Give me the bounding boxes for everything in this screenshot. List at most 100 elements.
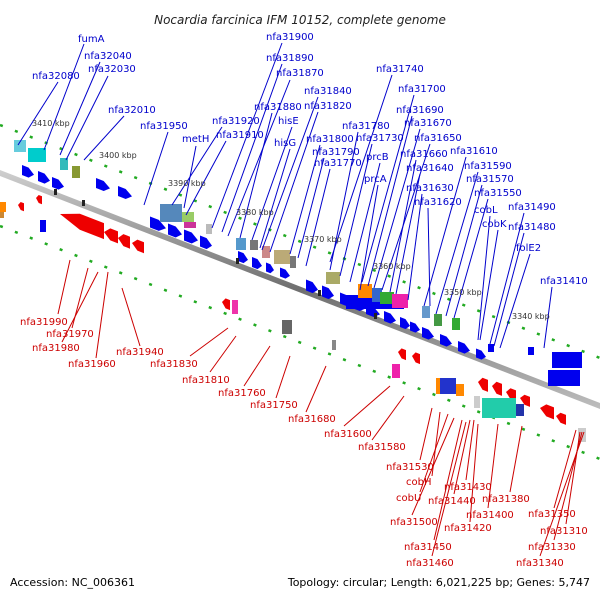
annotation-block: [422, 306, 430, 318]
topology-text: Topology: circular; Length: 6,021,225 bp…: [287, 576, 590, 589]
label-connector: [543, 286, 553, 349]
gene-label: cobL: [474, 205, 498, 216]
gene-label: nfa32040: [84, 51, 132, 62]
reverse-gene-arrow: [118, 234, 130, 249]
gene-label: nfa31740: [376, 64, 424, 75]
annotation-block: [250, 240, 258, 250]
gene-label: nfa31770: [314, 158, 362, 169]
forward-gene-arrow: [422, 327, 434, 340]
label-connector: [427, 207, 431, 307]
gene-label: nfa31830: [150, 359, 198, 370]
annotation-block: [274, 250, 290, 264]
label-connector: [553, 429, 577, 509]
label-connector: [305, 168, 331, 267]
label-connector: [227, 79, 291, 237]
label-connector: [361, 94, 415, 283]
forward-gene-arrow: [410, 321, 420, 333]
annotation-block: [516, 404, 524, 416]
label-connector: [59, 61, 101, 156]
label-connector: [251, 126, 293, 241]
forward-gene-arrow: [118, 186, 132, 199]
label-connector: [297, 157, 325, 259]
tick-label: 3350 kbp: [444, 288, 482, 297]
annotation-block: [14, 140, 26, 152]
label-connector: [171, 126, 223, 206]
label-connector: [259, 148, 291, 249]
label-connector: [411, 417, 455, 516]
gene-label: prcB: [366, 152, 389, 163]
gene-label: nfa31630: [406, 183, 454, 194]
gene-label: hisE: [278, 116, 299, 127]
label-connector: [479, 229, 499, 341]
gene-label: nfa31730: [356, 133, 404, 144]
gene-label: metH: [182, 134, 209, 145]
annotation-block: [482, 398, 516, 418]
guide-track: [0, 123, 600, 360]
reverse-gene-arrow: [104, 228, 118, 244]
label-connector: [539, 431, 585, 557]
forward-gene-arrow: [96, 178, 110, 191]
gene-label: nfa31910: [216, 130, 264, 141]
gene-label: nfa31480: [508, 222, 556, 233]
forward-gene-block: [528, 347, 534, 355]
label-connector: [371, 395, 405, 441]
label-connector: [143, 131, 169, 206]
gene-label: nfa31690: [396, 105, 444, 116]
reverse-gene-arrow: [60, 213, 104, 240]
annotation-block: [0, 212, 4, 218]
label-connector: [433, 419, 463, 541]
forward-gene-block: [488, 344, 494, 352]
reverse-gene-arrow: [412, 352, 420, 365]
annotation-block: [182, 212, 194, 222]
forward-gene-arrow: [476, 348, 486, 360]
gene-label: nfa31440: [428, 496, 476, 507]
annotation-block: [392, 294, 408, 308]
guide-track: [0, 224, 600, 461]
gene-label: nfa31450: [404, 542, 452, 553]
label-connector: [499, 253, 531, 349]
label-connector: [71, 267, 89, 329]
label-connector: [211, 42, 283, 229]
gene-label: nfa31700: [398, 84, 446, 95]
reverse-gene-arrow: [492, 381, 502, 396]
forward-gene-arrow: [322, 285, 334, 300]
gene-label: nfa31970: [46, 329, 94, 340]
forward-gene-arrow: [52, 177, 64, 190]
gene-label: nfa32010: [108, 105, 156, 116]
reverse-gene-arrow: [556, 412, 566, 425]
annotation-block: [452, 318, 460, 330]
tick-label: 3400 kbp: [99, 151, 137, 160]
label-connector: [469, 423, 479, 523]
label-connector: [121, 287, 141, 347]
label-connector: [343, 385, 391, 427]
label-connector: [43, 43, 85, 151]
annotation-block: [456, 384, 464, 396]
tick-label: 3340 kbp: [512, 312, 550, 321]
label-connector: [419, 407, 433, 461]
reverse-gene-arrow: [520, 394, 530, 407]
label-connector: [239, 112, 273, 239]
gene-label: nfa31350: [528, 509, 576, 520]
tick-label: 3390 kbp: [168, 179, 206, 188]
label-connector: [61, 271, 99, 343]
gene-label: nfa31420: [444, 523, 492, 534]
gene-label: nfa31680: [288, 414, 336, 425]
gene-label: nfa31920: [212, 116, 260, 127]
gene-label: nfa31430: [444, 482, 492, 493]
bottom-labels: nfa31990 nfa31970 nfa31980 nfa31960 nfa3…: [20, 317, 588, 569]
annotation-block: [578, 428, 586, 442]
label-connector: [477, 215, 491, 341]
gene-label: nfa31580: [358, 442, 406, 453]
label-connector: [65, 75, 109, 161]
gene-label: nfa31400: [466, 510, 514, 521]
forward-gene-arrow: [150, 216, 166, 231]
gene-features: [0, 140, 586, 442]
label-connector: [339, 143, 373, 277]
reverse-gene-arrow: [540, 404, 554, 420]
gene-label: nfa31870: [276, 68, 324, 79]
gene-label: folE2: [516, 243, 541, 254]
forward-gene-block: [552, 352, 582, 368]
label-connector: [243, 345, 271, 387]
label-connector: [453, 198, 489, 319]
